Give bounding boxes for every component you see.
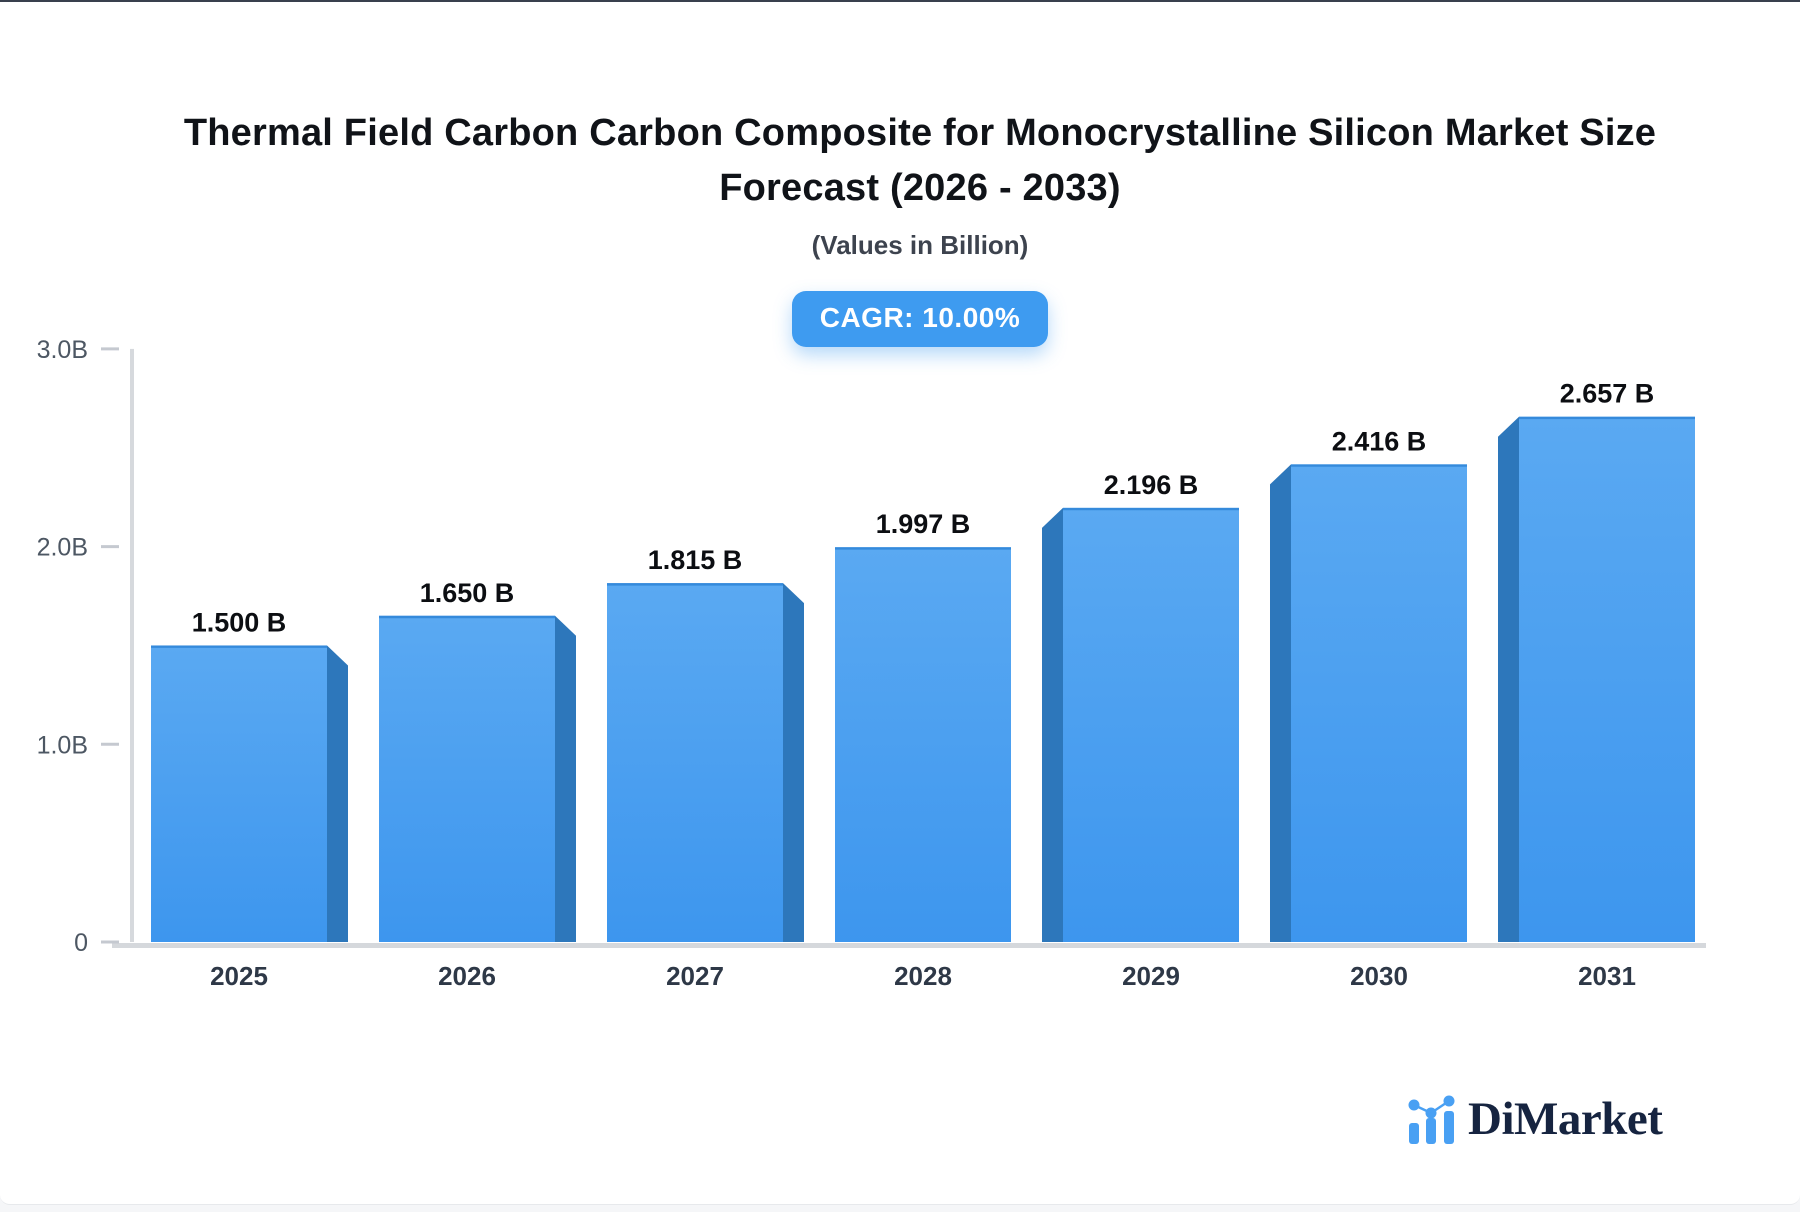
chart-subtitle: (Values in Billion) — [811, 230, 1029, 260]
x-axis-category-label: 2025 — [210, 961, 268, 991]
cagr-badge: CAGR: 10.00% — [791, 291, 1049, 347]
bar-value-label: 1.650 B — [420, 578, 515, 608]
x-axis-category-label: 2030 — [1350, 961, 1408, 991]
bar-value-label: 2.196 B — [1104, 470, 1199, 500]
bar[interactable] — [835, 547, 1011, 942]
chart-title-line2: Forecast (2026 - 2033) — [719, 167, 1121, 209]
logo-bar — [1409, 1123, 1419, 1144]
x-axis-category-label: 2031 — [1578, 961, 1636, 991]
bar[interactable] — [1519, 416, 1695, 942]
bar[interactable] — [607, 583, 783, 942]
logo-bar — [1426, 1118, 1436, 1144]
bar-value-label: 1.815 B — [648, 545, 743, 575]
y-axis-tick-label: 1.0B — [37, 731, 88, 759]
bar-side-face — [1042, 507, 1063, 942]
bar-value-label: 2.657 B — [1560, 379, 1655, 409]
brand-logo-text: DiMarket — [1468, 1093, 1663, 1146]
logo-dot — [1443, 1095, 1455, 1107]
bar-group: 1.650 B 2026 — [379, 578, 576, 991]
bar[interactable] — [1063, 507, 1239, 942]
bar-value-label: 2.416 B — [1332, 426, 1427, 456]
bar-side-face — [783, 583, 804, 942]
bar-group: 1.997 B 2028 — [835, 509, 1011, 991]
bar-group: 2.657 B 2031 — [1498, 379, 1695, 991]
y-axis-tick-label: 2.0B — [37, 534, 88, 562]
bar-group: 1.815 B 2027 — [607, 545, 804, 991]
bar-side-face — [1498, 416, 1519, 942]
bar-group: 2.196 B 2029 — [1042, 470, 1239, 991]
bar[interactable] — [151, 645, 327, 942]
bar[interactable] — [379, 615, 555, 942]
logo-dot — [1425, 1107, 1437, 1119]
bar-chart-plot: 0 1.0B 2.0B 3.0B 1.500 B 2025 1.650 B 2026 1.815… — [37, 336, 1706, 991]
x-axis-category-label: 2027 — [666, 961, 724, 991]
bar[interactable] — [1291, 464, 1467, 942]
bar-side-face — [555, 615, 576, 942]
y-axis-tick-label: 0 — [74, 929, 88, 957]
bar-side-face — [1270, 464, 1291, 942]
bar-value-label: 1.500 B — [192, 607, 287, 637]
bar-value-label: 1.997 B — [876, 509, 971, 539]
bar-group: 1.500 B 2025 — [151, 607, 348, 991]
brand-logo: DiMarket — [1408, 1093, 1663, 1146]
chart-header: Thermal Field Carbon Carbon Composite fo… — [40, 106, 1800, 347]
chart-title: Thermal Field Carbon Carbon Composite fo… — [40, 106, 1800, 216]
x-axis-line — [112, 943, 1706, 948]
logo-bar — [1444, 1111, 1454, 1144]
x-axis-category-label: 2026 — [438, 961, 496, 991]
bar-group: 2.416 B 2030 — [1270, 426, 1467, 991]
x-axis-category-label: 2028 — [894, 961, 952, 991]
y-axis-tick-label: 3.0B — [37, 336, 88, 364]
chart-title-line1: Thermal Field Carbon Carbon Composite fo… — [183, 112, 1657, 154]
logo-dot — [1408, 1099, 1420, 1111]
bar-side-face — [327, 645, 348, 942]
bar-line-chart-logo-icon — [1408, 1095, 1455, 1144]
y-axis-line — [130, 348, 134, 942]
x-axis-category-label: 2029 — [1122, 961, 1180, 991]
